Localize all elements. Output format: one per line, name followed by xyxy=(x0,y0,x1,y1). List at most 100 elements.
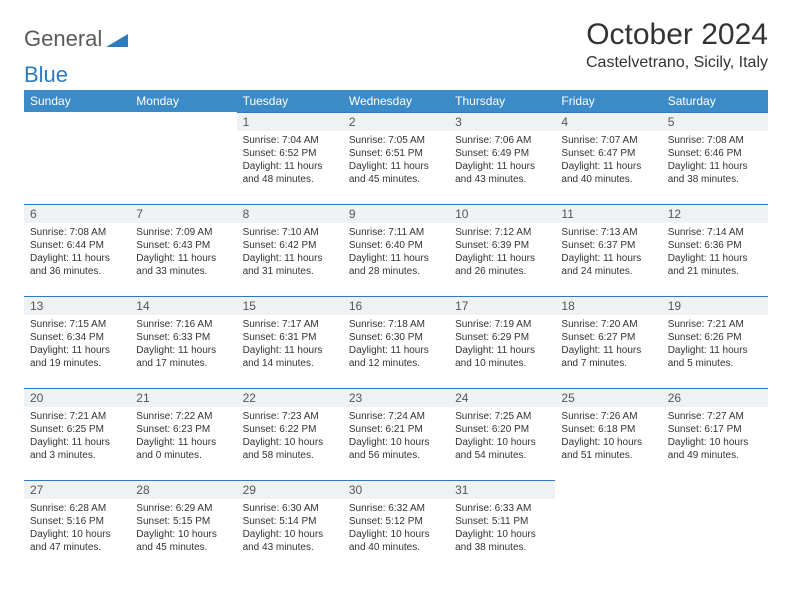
weekday-header: Tuesday xyxy=(237,90,343,112)
day-details: Sunrise: 7:08 AMSunset: 6:46 PMDaylight:… xyxy=(662,131,768,190)
calendar-day-cell: 27Sunrise: 6:28 AMSunset: 5:16 PMDayligh… xyxy=(24,480,130,572)
calendar-day-cell: 29Sunrise: 6:30 AMSunset: 5:14 PMDayligh… xyxy=(237,480,343,572)
calendar-day-cell: 5Sunrise: 7:08 AMSunset: 6:46 PMDaylight… xyxy=(662,112,768,204)
calendar-day-cell: 16Sunrise: 7:18 AMSunset: 6:30 PMDayligh… xyxy=(343,296,449,388)
day-number: 9 xyxy=(343,204,449,223)
day-number: 20 xyxy=(24,388,130,407)
day-number: 26 xyxy=(662,388,768,407)
day-number: 10 xyxy=(449,204,555,223)
day-number: 7 xyxy=(130,204,236,223)
calendar-day-cell: 23Sunrise: 7:24 AMSunset: 6:21 PMDayligh… xyxy=(343,388,449,480)
day-number: 30 xyxy=(343,480,449,499)
calendar-day-cell: .. xyxy=(130,112,236,204)
weekday-header: Wednesday xyxy=(343,90,449,112)
day-number: 22 xyxy=(237,388,343,407)
day-details: Sunrise: 7:04 AMSunset: 6:52 PMDaylight:… xyxy=(237,131,343,190)
day-number: 15 xyxy=(237,296,343,315)
day-number: 14 xyxy=(130,296,236,315)
day-number: 16 xyxy=(343,296,449,315)
day-details: Sunrise: 7:11 AMSunset: 6:40 PMDaylight:… xyxy=(343,223,449,282)
day-number: 31 xyxy=(449,480,555,499)
day-details: Sunrise: 7:14 AMSunset: 6:36 PMDaylight:… xyxy=(662,223,768,282)
logo: General xyxy=(24,18,128,52)
day-details: Sunrise: 7:09 AMSunset: 6:43 PMDaylight:… xyxy=(130,223,236,282)
day-details: Sunrise: 7:06 AMSunset: 6:49 PMDaylight:… xyxy=(449,131,555,190)
day-number: 5 xyxy=(662,112,768,131)
day-details: Sunrise: 7:05 AMSunset: 6:51 PMDaylight:… xyxy=(343,131,449,190)
calendar-day-cell: 11Sunrise: 7:13 AMSunset: 6:37 PMDayligh… xyxy=(555,204,661,296)
calendar-week-row: 27Sunrise: 6:28 AMSunset: 5:16 PMDayligh… xyxy=(24,480,768,572)
day-details: Sunrise: 7:23 AMSunset: 6:22 PMDaylight:… xyxy=(237,407,343,466)
weekday-header: Thursday xyxy=(449,90,555,112)
day-number: 21 xyxy=(130,388,236,407)
month-title: October 2024 xyxy=(586,18,768,52)
weekday-header: Friday xyxy=(555,90,661,112)
day-number: 12 xyxy=(662,204,768,223)
day-details: Sunrise: 7:21 AMSunset: 6:25 PMDaylight:… xyxy=(24,407,130,466)
calendar-day-cell: 20Sunrise: 7:21 AMSunset: 6:25 PMDayligh… xyxy=(24,388,130,480)
day-number: 4 xyxy=(555,112,661,131)
day-details: Sunrise: 7:22 AMSunset: 6:23 PMDaylight:… xyxy=(130,407,236,466)
calendar-table: SundayMondayTuesdayWednesdayThursdayFrid… xyxy=(24,90,768,572)
day-number: 2 xyxy=(343,112,449,131)
calendar-day-cell: .. xyxy=(662,480,768,572)
calendar-day-cell: 14Sunrise: 7:16 AMSunset: 6:33 PMDayligh… xyxy=(130,296,236,388)
calendar-day-cell: 2Sunrise: 7:05 AMSunset: 6:51 PMDaylight… xyxy=(343,112,449,204)
day-details: Sunrise: 7:07 AMSunset: 6:47 PMDaylight:… xyxy=(555,131,661,190)
logo-word-1: General xyxy=(24,26,102,52)
calendar-day-cell: 3Sunrise: 7:06 AMSunset: 6:49 PMDaylight… xyxy=(449,112,555,204)
calendar-week-row: 20Sunrise: 7:21 AMSunset: 6:25 PMDayligh… xyxy=(24,388,768,480)
day-number: 11 xyxy=(555,204,661,223)
calendar-week-row: ....1Sunrise: 7:04 AMSunset: 6:52 PMDayl… xyxy=(24,112,768,204)
calendar-day-cell: 1Sunrise: 7:04 AMSunset: 6:52 PMDaylight… xyxy=(237,112,343,204)
day-number: 18 xyxy=(555,296,661,315)
calendar-day-cell: 30Sunrise: 6:32 AMSunset: 5:12 PMDayligh… xyxy=(343,480,449,572)
day-number: 13 xyxy=(24,296,130,315)
calendar-body: ....1Sunrise: 7:04 AMSunset: 6:52 PMDayl… xyxy=(24,112,768,572)
calendar-day-cell: 9Sunrise: 7:11 AMSunset: 6:40 PMDaylight… xyxy=(343,204,449,296)
day-number: 17 xyxy=(449,296,555,315)
day-details: Sunrise: 7:25 AMSunset: 6:20 PMDaylight:… xyxy=(449,407,555,466)
day-number: 8 xyxy=(237,204,343,223)
calendar-day-cell: 24Sunrise: 7:25 AMSunset: 6:20 PMDayligh… xyxy=(449,388,555,480)
calendar-day-cell: .. xyxy=(24,112,130,204)
calendar-day-cell: 13Sunrise: 7:15 AMSunset: 6:34 PMDayligh… xyxy=(24,296,130,388)
day-details: Sunrise: 7:12 AMSunset: 6:39 PMDaylight:… xyxy=(449,223,555,282)
calendar-day-cell: 21Sunrise: 7:22 AMSunset: 6:23 PMDayligh… xyxy=(130,388,236,480)
day-details: Sunrise: 7:19 AMSunset: 6:29 PMDaylight:… xyxy=(449,315,555,374)
calendar-day-cell: 7Sunrise: 7:09 AMSunset: 6:43 PMDaylight… xyxy=(130,204,236,296)
day-number: 28 xyxy=(130,480,236,499)
day-details: Sunrise: 6:28 AMSunset: 5:16 PMDaylight:… xyxy=(24,499,130,558)
day-details: Sunrise: 7:16 AMSunset: 6:33 PMDaylight:… xyxy=(130,315,236,374)
day-number: 1 xyxy=(237,112,343,131)
calendar-day-cell: 8Sunrise: 7:10 AMSunset: 6:42 PMDaylight… xyxy=(237,204,343,296)
calendar-day-cell: 10Sunrise: 7:12 AMSunset: 6:39 PMDayligh… xyxy=(449,204,555,296)
calendar-week-row: 13Sunrise: 7:15 AMSunset: 6:34 PMDayligh… xyxy=(24,296,768,388)
calendar-day-cell: 15Sunrise: 7:17 AMSunset: 6:31 PMDayligh… xyxy=(237,296,343,388)
calendar-day-cell: 4Sunrise: 7:07 AMSunset: 6:47 PMDaylight… xyxy=(555,112,661,204)
day-number: 27 xyxy=(24,480,130,499)
calendar-day-cell: 17Sunrise: 7:19 AMSunset: 6:29 PMDayligh… xyxy=(449,296,555,388)
day-number: 24 xyxy=(449,388,555,407)
calendar-day-cell: 31Sunrise: 6:33 AMSunset: 5:11 PMDayligh… xyxy=(449,480,555,572)
day-details: Sunrise: 6:30 AMSunset: 5:14 PMDaylight:… xyxy=(237,499,343,558)
logo-word-2: Blue xyxy=(24,62,768,88)
day-details: Sunrise: 7:13 AMSunset: 6:37 PMDaylight:… xyxy=(555,223,661,282)
calendar-day-cell: 6Sunrise: 7:08 AMSunset: 6:44 PMDaylight… xyxy=(24,204,130,296)
day-details: Sunrise: 7:15 AMSunset: 6:34 PMDaylight:… xyxy=(24,315,130,374)
day-details: Sunrise: 6:32 AMSunset: 5:12 PMDaylight:… xyxy=(343,499,449,558)
day-number: 23 xyxy=(343,388,449,407)
calendar-day-cell: .. xyxy=(555,480,661,572)
day-details: Sunrise: 7:24 AMSunset: 6:21 PMDaylight:… xyxy=(343,407,449,466)
weekday-header: Saturday xyxy=(662,90,768,112)
day-number: 29 xyxy=(237,480,343,499)
day-details: Sunrise: 7:20 AMSunset: 6:27 PMDaylight:… xyxy=(555,315,661,374)
calendar-day-cell: 12Sunrise: 7:14 AMSunset: 6:36 PMDayligh… xyxy=(662,204,768,296)
weekday-header: Sunday xyxy=(24,90,130,112)
day-details: Sunrise: 6:33 AMSunset: 5:11 PMDaylight:… xyxy=(449,499,555,558)
logo-triangle-icon xyxy=(106,31,128,47)
calendar-day-cell: 22Sunrise: 7:23 AMSunset: 6:22 PMDayligh… xyxy=(237,388,343,480)
calendar-day-cell: 19Sunrise: 7:21 AMSunset: 6:26 PMDayligh… xyxy=(662,296,768,388)
calendar-day-cell: 25Sunrise: 7:26 AMSunset: 6:18 PMDayligh… xyxy=(555,388,661,480)
day-details: Sunrise: 7:27 AMSunset: 6:17 PMDaylight:… xyxy=(662,407,768,466)
